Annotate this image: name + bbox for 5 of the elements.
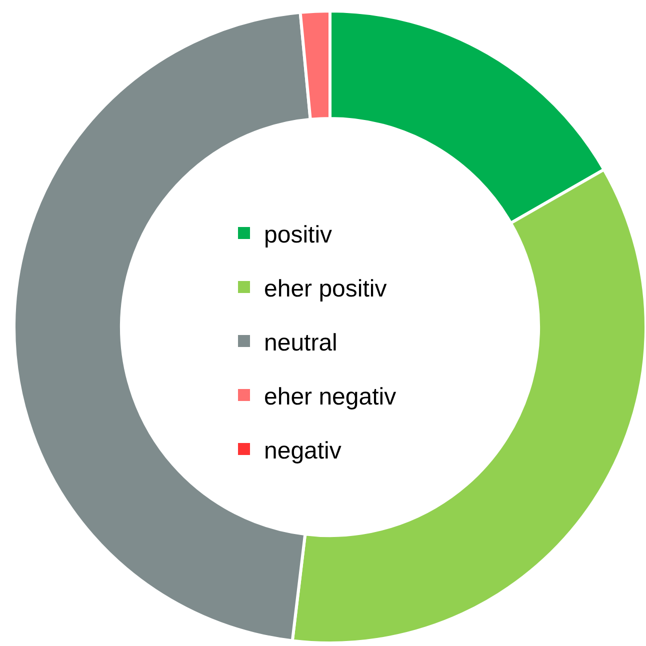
legend-label: negativ bbox=[264, 437, 342, 464]
legend-label: positiv bbox=[264, 221, 332, 248]
legend-label: neutral bbox=[264, 329, 338, 356]
legend-label: eher positiv bbox=[264, 275, 387, 302]
legend-label: eher negativ bbox=[264, 383, 396, 410]
